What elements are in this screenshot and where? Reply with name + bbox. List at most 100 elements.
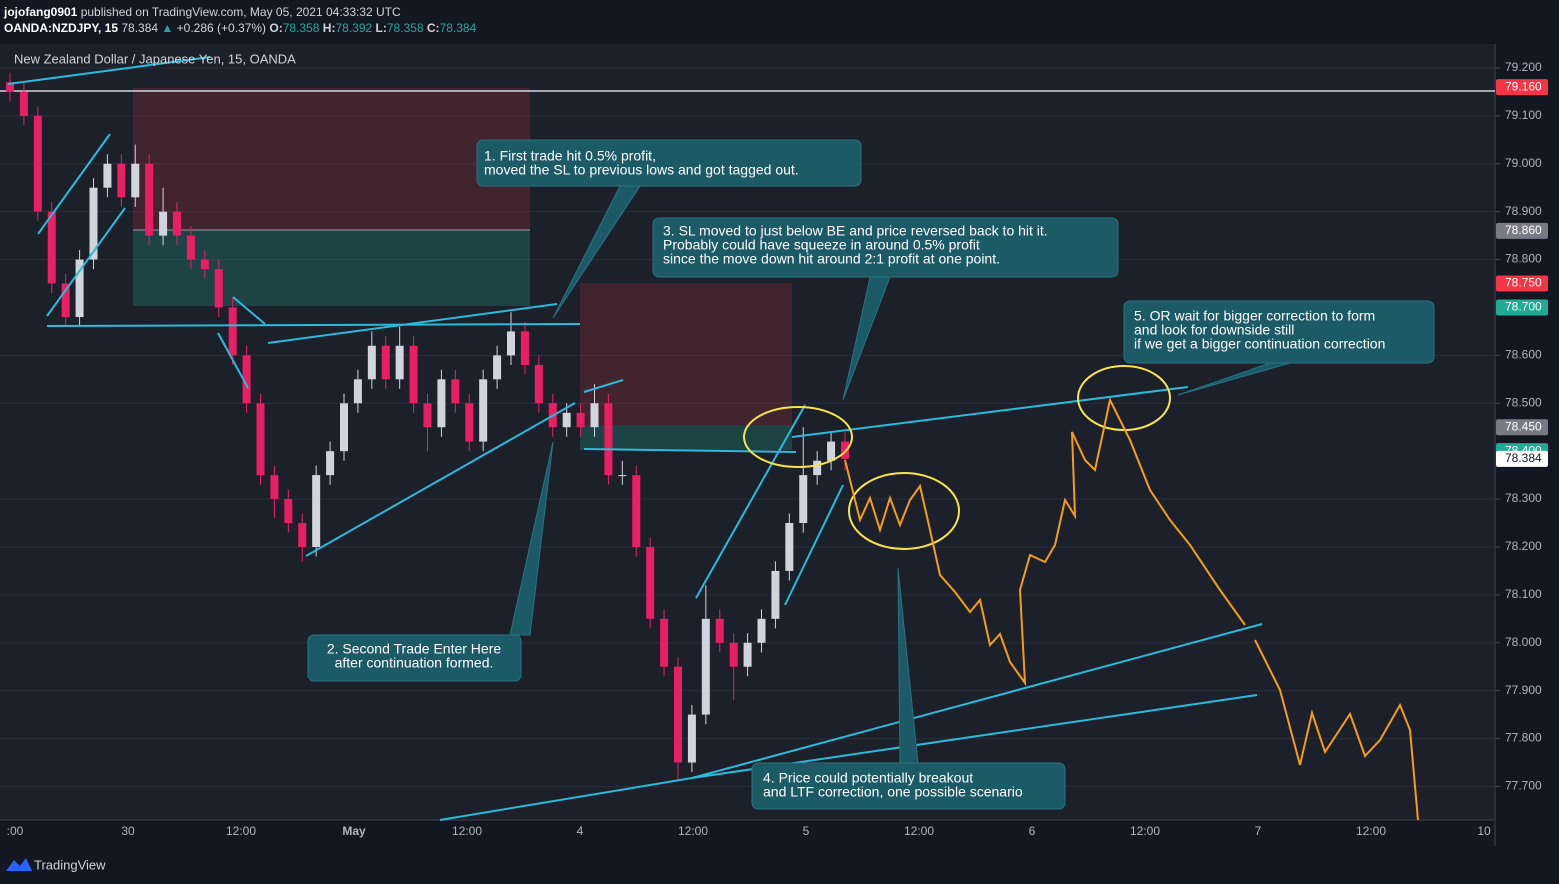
x-tick-label: 12:00 bbox=[678, 824, 708, 838]
callout-box bbox=[476, 139, 862, 187]
candle-body bbox=[270, 475, 279, 500]
brand[interactable]: TradingView bbox=[34, 857, 106, 872]
highlight-circle bbox=[848, 472, 960, 550]
candle-body bbox=[284, 499, 293, 524]
trend-lines bbox=[7, 56, 1263, 821]
x-tick-label: 12:00 bbox=[1356, 824, 1386, 838]
ohlc-value: 78.358 bbox=[387, 21, 424, 35]
ohlc-value: 78.392 bbox=[335, 21, 372, 35]
annotation-line: and look for downside still bbox=[1134, 322, 1294, 338]
price-label-bg bbox=[1496, 222, 1548, 239]
candle-body bbox=[576, 412, 585, 428]
candle-body bbox=[214, 269, 223, 308]
candle-body bbox=[437, 379, 446, 428]
y-tick-label: 79.000 bbox=[1505, 156, 1542, 170]
trend-line bbox=[695, 404, 806, 599]
trend-line bbox=[217, 332, 249, 389]
candle-body bbox=[604, 403, 613, 476]
candle-body bbox=[771, 570, 780, 619]
trend-line bbox=[232, 296, 266, 325]
candle-body bbox=[89, 187, 98, 260]
candle-body bbox=[173, 211, 181, 236]
symbol-line: OANDA:NZDJPY, 15 78.384 ▲ +0.286 (+0.37%… bbox=[4, 21, 477, 35]
target-zone bbox=[580, 425, 792, 450]
x-tick-label: 7 bbox=[1255, 824, 1262, 838]
ohlc-label: C: bbox=[427, 21, 440, 35]
y-tick-label: 77.700 bbox=[1505, 779, 1542, 793]
callout-box bbox=[307, 634, 522, 682]
y-tick-label: 79.100 bbox=[1505, 108, 1542, 122]
y-tick-label: 78.900 bbox=[1505, 204, 1542, 218]
trend-line bbox=[791, 386, 1189, 438]
candle-body bbox=[799, 475, 808, 524]
annotation-line: Probably could have squeeze in around 0.… bbox=[663, 237, 980, 253]
chart-title: New Zealand Dollar / Japanese Yen, 15, O… bbox=[14, 51, 296, 66]
trend-line bbox=[691, 623, 1263, 779]
publish-line: jojofang0901 published on TradingView.co… bbox=[3, 5, 401, 19]
annotation-line: 4. Price could potentially breakout bbox=[763, 770, 973, 786]
author: jojofang0901 bbox=[3, 5, 78, 19]
y-tick-label: 78.200 bbox=[1505, 539, 1542, 553]
annotation-line: after continuation formed. bbox=[335, 655, 494, 671]
price-label: 79.160 bbox=[1505, 79, 1542, 93]
x-tick-label: 5 bbox=[803, 824, 810, 838]
target-zone bbox=[133, 230, 530, 306]
candle-body bbox=[423, 403, 432, 428]
x-tick-label: 30 bbox=[121, 824, 135, 838]
candle-body bbox=[813, 460, 822, 476]
annotation-line: if we get a bigger continuation correcti… bbox=[1134, 336, 1385, 352]
candle-body bbox=[674, 666, 682, 763]
price-label-bg bbox=[1496, 450, 1548, 467]
trend-line bbox=[784, 484, 844, 606]
x-tick-label: 12:00 bbox=[452, 824, 482, 838]
trend-line bbox=[305, 402, 576, 557]
trend-line bbox=[583, 379, 624, 393]
candle-body bbox=[827, 441, 836, 461]
candle-body bbox=[103, 163, 112, 188]
y-tick-label: 78.600 bbox=[1505, 348, 1542, 362]
annotation-line: 2. Second Trade Enter Here bbox=[327, 641, 502, 657]
trend-line bbox=[46, 207, 126, 317]
x-tick-label: 6 bbox=[1029, 824, 1036, 838]
callout-box bbox=[652, 217, 1119, 278]
ohlc-value: 78.358 bbox=[283, 21, 320, 35]
footer-logo bbox=[6, 858, 32, 871]
candle-body bbox=[256, 403, 265, 476]
candle-body bbox=[743, 642, 752, 667]
annotations: 1. First trade hit 0.5% profit,moved the… bbox=[327, 148, 1386, 800]
candle-body bbox=[131, 163, 140, 198]
x-tick-label: 12:00 bbox=[1130, 824, 1160, 838]
candle-body bbox=[465, 403, 474, 442]
trend-line bbox=[439, 777, 693, 821]
price-label-bg bbox=[1496, 419, 1548, 436]
ohlc-label: L: bbox=[376, 21, 387, 35]
price-label: 78.384 bbox=[1505, 451, 1542, 465]
candle-body bbox=[340, 403, 348, 452]
symbol: OANDA:NZDJPY, 15 bbox=[4, 21, 118, 35]
candle-body bbox=[200, 259, 209, 270]
candle-body bbox=[507, 331, 515, 356]
candle-body bbox=[520, 331, 529, 365]
price-label: 78.450 bbox=[1505, 419, 1542, 433]
candle-body bbox=[534, 364, 543, 404]
candle-body bbox=[159, 211, 168, 236]
y-tick-label: 78.300 bbox=[1505, 491, 1542, 505]
annotation-line: and LTF correction, one possible scenari… bbox=[763, 784, 1023, 800]
y-tick-label: 79.200 bbox=[1505, 60, 1542, 74]
price-label: 78.700 bbox=[1505, 300, 1542, 314]
candle-body bbox=[326, 451, 335, 476]
candle-body bbox=[715, 618, 724, 643]
candle-body bbox=[687, 714, 696, 763]
candle-body bbox=[618, 475, 627, 477]
x-tick-label: 10 bbox=[1477, 824, 1491, 838]
highlight-circle bbox=[743, 406, 853, 468]
price-label: 78.860 bbox=[1505, 223, 1542, 237]
candle-body bbox=[75, 259, 84, 318]
x-tick-label: 12:00 bbox=[226, 824, 256, 838]
candle-body bbox=[19, 91, 28, 116]
candle-body bbox=[646, 546, 655, 619]
candle-body bbox=[228, 307, 237, 356]
projection-path bbox=[844, 397, 1246, 687]
